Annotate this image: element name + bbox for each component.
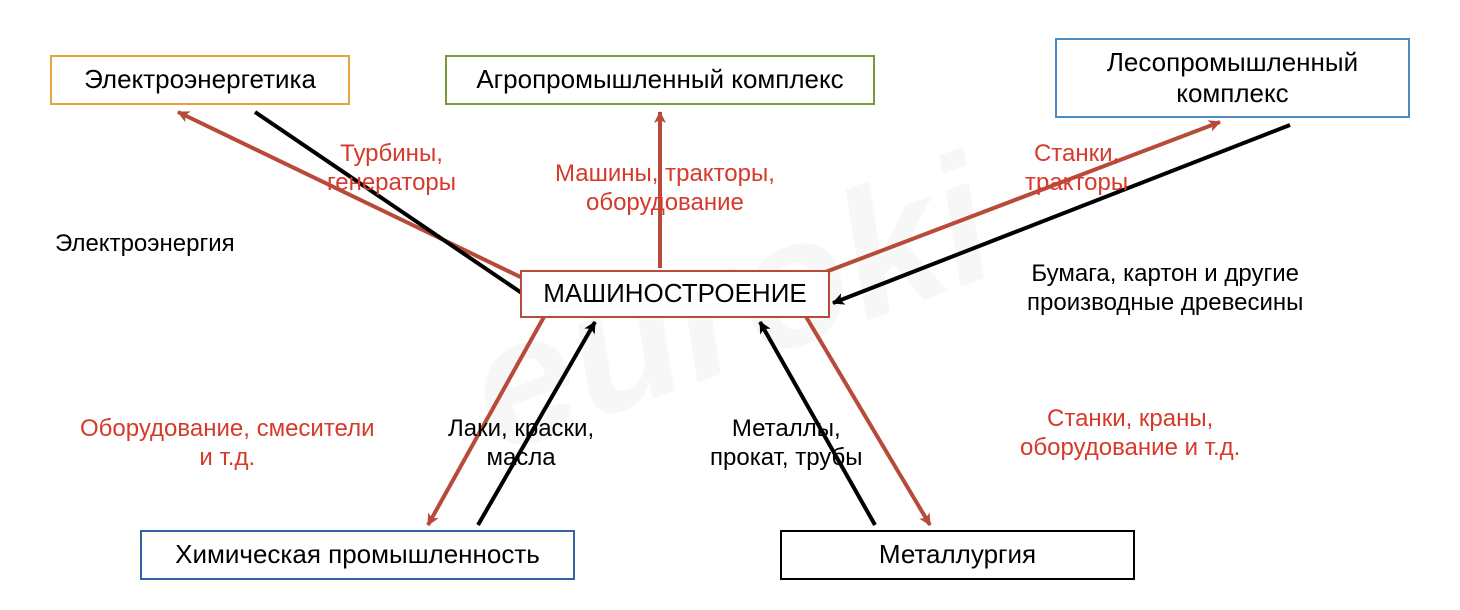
node-center: МАШИНОСТРОЕНИЕ — [520, 270, 830, 318]
node-metal: Металлургия — [780, 530, 1135, 580]
edge-label-from-chem-in: Лаки, краски, масла — [448, 415, 594, 473]
node-electro: Электроэнергетика — [50, 55, 350, 105]
edge-label-from-electro-in: Электроэнергия — [55, 230, 235, 259]
edge-label-to-agro-out: Машины, тракторы, оборудование — [555, 160, 775, 218]
edge-label-to-chem-out: Оборудование, смесители и т.д. — [80, 415, 375, 473]
edge-label-from-metal-in: Металлы, прокат, трубы — [710, 415, 863, 473]
node-agro: Агропромышленный комплекс — [445, 55, 875, 105]
node-forest: Лесопромышленный комплекс — [1055, 38, 1410, 118]
edge-to-forest-out — [815, 122, 1220, 276]
node-chem: Химическая промышленность — [140, 530, 575, 580]
edge-label-to-forest-out: Станки, тракторы — [1025, 140, 1128, 198]
edge-label-from-forest-in: Бумага, картон и другие производные древ… — [1027, 260, 1303, 318]
edge-label-to-electro-out: Турбины, генераторы — [327, 140, 456, 198]
edge-label-to-metal-out: Станки, краны, оборудование и т.д. — [1020, 405, 1240, 463]
